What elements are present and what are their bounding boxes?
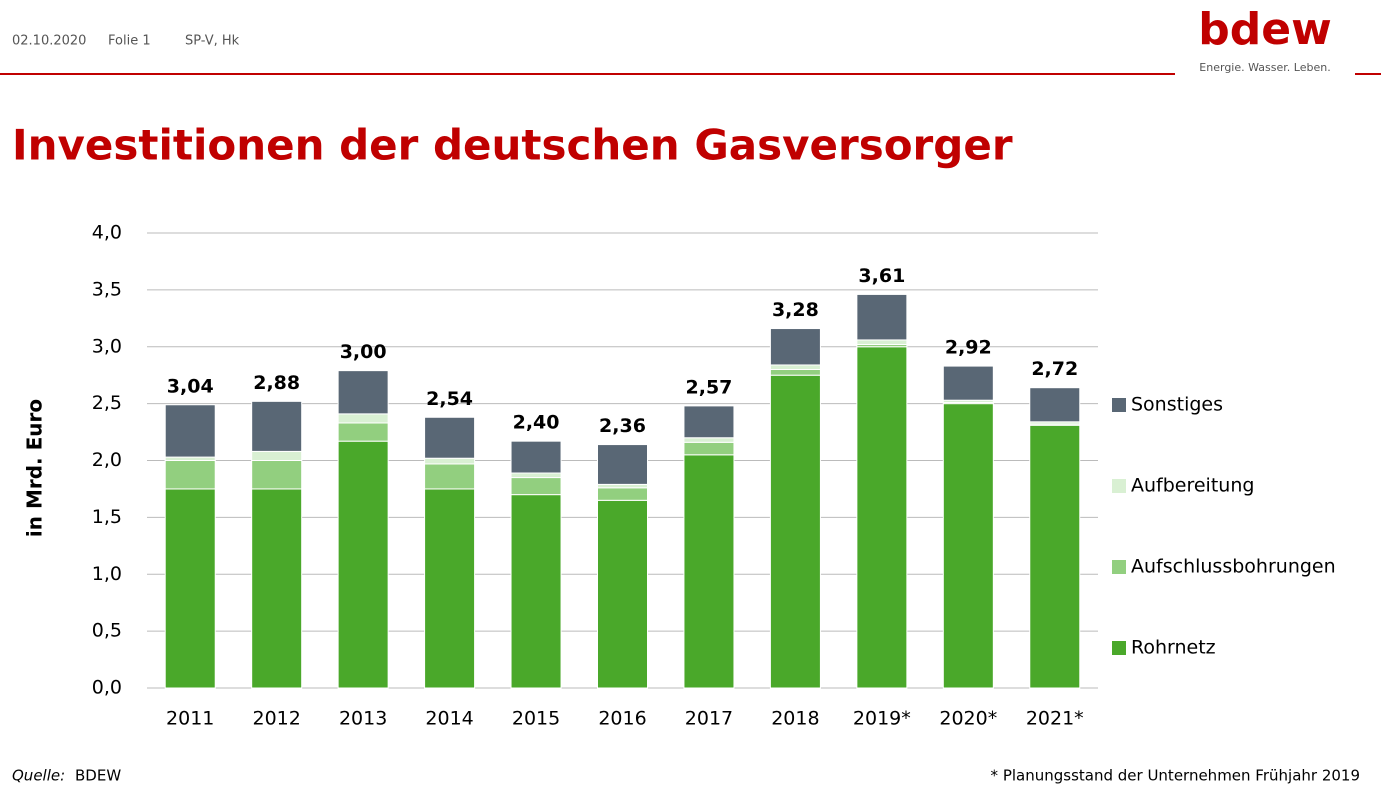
x-tick-label: 2021* <box>1026 708 1084 730</box>
source-label: Quelle: <box>12 767 65 785</box>
legend-label: Sonstiges <box>1131 394 1223 416</box>
y-tick-label: 2,0 <box>92 449 122 471</box>
bar-segment <box>510 477 562 496</box>
bar-segment <box>510 494 562 689</box>
x-tick-label: 2012 <box>253 708 301 730</box>
y-tick-label: 3,5 <box>92 278 122 300</box>
bar-segment <box>251 460 303 490</box>
bar-segment <box>164 488 216 689</box>
bar-segment <box>769 364 821 371</box>
author: SP-V, Hk <box>185 34 240 49</box>
legend-swatch <box>1112 398 1126 412</box>
total-label: 2,57 <box>686 376 733 398</box>
bar-segment <box>856 346 908 689</box>
y-tick-label: 2,5 <box>92 392 122 414</box>
x-tick-label: 2014 <box>425 708 473 730</box>
x-tick-label: 2015 <box>512 708 560 730</box>
bar-segment <box>337 440 389 689</box>
x-tick-label: 2011 <box>166 708 214 730</box>
bar-segment <box>1029 387 1081 423</box>
bar-segment <box>1029 424 1081 689</box>
bar-segment <box>683 441 735 456</box>
bar-segment <box>769 369 821 376</box>
source: BDEW <box>75 767 121 785</box>
bar-segment <box>510 472 562 479</box>
bar-segment <box>424 488 476 689</box>
y-axis-label: in Mrd. Euro <box>23 399 47 537</box>
x-tick-label: 2013 <box>339 708 387 730</box>
bar-segment <box>164 460 216 490</box>
bar-segment <box>856 339 908 345</box>
bar-segment <box>769 374 821 689</box>
x-tick-label: 2020* <box>939 708 997 730</box>
bar-segment <box>597 444 648 485</box>
tagline: Energie. Wasser. Leben. <box>1199 61 1330 74</box>
total-label: 3,04 <box>167 375 214 397</box>
bar-segment <box>164 456 216 461</box>
legend-swatch <box>1112 560 1126 574</box>
total-label: 2,54 <box>426 388 473 410</box>
total-label: 2,40 <box>513 412 560 434</box>
total-label: 3,00 <box>340 341 387 363</box>
bar-segment <box>597 483 648 489</box>
logo: bdew <box>1198 4 1331 55</box>
total-label: 2,36 <box>599 415 646 437</box>
total-label: 2,88 <box>253 372 300 394</box>
bar-segment <box>683 405 735 439</box>
bar-segment <box>337 413 389 424</box>
bar-segment <box>597 487 648 501</box>
legend-swatch <box>1112 479 1126 493</box>
bar-segment <box>856 293 908 341</box>
bar-segment <box>251 488 303 689</box>
legend-label: Aufschlussbohrungen <box>1131 556 1336 578</box>
total-label: 2,72 <box>1031 358 1078 380</box>
bar-segment <box>337 422 389 442</box>
x-tick-label: 2016 <box>598 708 646 730</box>
total-label: 3,28 <box>772 299 819 321</box>
bar-segment <box>683 437 735 443</box>
bar-segment <box>337 370 389 415</box>
bar-segment <box>164 404 216 458</box>
bar-segment <box>683 454 735 689</box>
bar-segment <box>942 365 994 401</box>
bar-segment <box>251 450 303 461</box>
slide-number: Folie 1 <box>108 34 151 49</box>
legend-label: Aufbereitung <box>1131 475 1254 497</box>
y-tick-label: 1,5 <box>92 506 122 528</box>
footnote: * Planungsstand der Unternehmen Frühjahr… <box>991 767 1360 785</box>
x-tick-label: 2017 <box>685 708 733 730</box>
legend-label: Rohrnetz <box>1131 637 1216 659</box>
x-tick-label: 2019* <box>853 708 911 730</box>
y-tick-label: 0,0 <box>92 677 122 699</box>
y-tick-label: 0,5 <box>92 620 122 642</box>
bar-segment <box>942 403 994 689</box>
y-tick-label: 4,0 <box>92 222 122 244</box>
x-tick-label: 2018 <box>771 708 819 730</box>
y-tick-label: 3,0 <box>92 335 122 357</box>
date: 02.10.2020 <box>12 34 86 49</box>
y-tick-label: 1,0 <box>92 563 122 585</box>
total-label: 2,92 <box>945 337 992 359</box>
legend-swatch <box>1112 641 1126 655</box>
bar-segment <box>424 416 476 459</box>
bar-segment <box>424 463 476 490</box>
bar-segment <box>424 457 476 465</box>
bar-segment <box>597 499 648 689</box>
slide-title: Investitionen der deutschen Gasversorger <box>12 121 1013 170</box>
bar-segment <box>769 328 821 366</box>
bar-segment <box>251 400 303 452</box>
bar-segment <box>510 440 562 474</box>
total-label: 3,61 <box>858 265 905 287</box>
